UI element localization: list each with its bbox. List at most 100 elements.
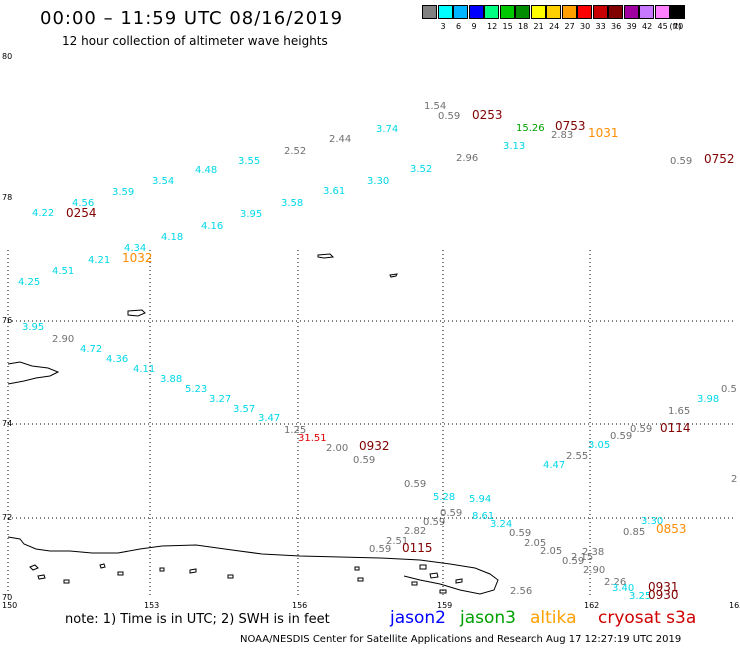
island-mid-west [127,309,146,317]
latitude-label: 74 [2,419,13,428]
wave-height-label: 0.59 [353,455,376,466]
longitude-label: 153 [144,601,160,610]
wave-height-label: 3.88 [160,374,183,385]
longitude-label: 165 [729,601,740,610]
wave-height-label: 0115 [402,541,433,555]
legend-swatch [546,5,561,19]
legend-label: 12 [487,22,498,31]
legend-swatch [468,5,484,19]
wave-height-label: 0.59 [440,508,463,519]
credit-line: NOAA/NESDIS Center for Satellite Applica… [240,634,682,645]
legend-swatch [654,5,670,19]
wave-height-label: 2.52 [284,146,307,157]
legend-label: 9 [471,22,477,31]
wave-height-label: 31.51 [298,433,327,444]
wave-height-label: 2.55 [566,451,589,462]
wave-height-label: 3.47 [258,413,281,424]
wave-height-label: 1032 [122,251,153,265]
wave-height-label: 2.96 [456,153,479,164]
legend-label: 36 [611,22,622,31]
wave-height-label: 2.82 [404,526,427,537]
wave-height-label: 4.36 [106,354,129,365]
legend-swatch [499,5,515,19]
wave-height-label: 2.83 [551,130,574,141]
coastline [7,253,499,595]
wave-height-label: 3.25 [629,591,652,602]
wave-height-label: 3.61 [323,186,346,197]
wave-height-label: 4.16 [201,221,224,232]
wave-height-label: 0753 [555,119,586,133]
coastline-south [7,536,499,595]
legend-swatch [515,5,530,19]
legend-swatch [530,5,546,19]
wave-height-label: 3.24 [490,519,513,530]
wave-height-label: 0752 [704,152,735,166]
wave-height-label: 2.05 [524,538,547,549]
wave-height-label: 0253 [472,108,503,122]
wave-height-label: 2.26 [604,577,627,588]
wave-height-label: 4.34 [124,243,147,254]
wave-height-label: 0.59 [369,544,392,555]
wave-height-label: 1031 [588,126,619,140]
wave-height-label: 4.51 [52,266,75,277]
wave-height-label: 3.13 [503,141,526,152]
wave-height-label: 0.59 [670,156,693,167]
wave-height-label: 0930 [648,588,679,602]
map-canvas [7,250,735,598]
legend-label: 27 [564,22,575,31]
latitude-label: 76 [2,316,13,325]
wave-height-label: 15.26 [516,123,545,134]
island-small [389,273,398,278]
wave-height-label: 4.18 [161,232,184,243]
island-north [317,253,335,259]
wave-height-label: 5.94 [469,494,492,505]
legend-label: 15 [502,22,513,31]
wave-height-label: 2.44 [329,134,352,145]
legend-label: 42 [642,22,653,31]
wave-height-label: 1.65 [668,406,691,417]
longitude-label: 150 [2,601,18,610]
satellite-name-cryosat-s3a: cryosat s3a [598,608,697,628]
legend-label: 6 [456,22,462,31]
wave-height-label: 0.59 [562,556,585,567]
wave-height-label: 4.21 [88,255,111,266]
longitude-label: 159 [437,601,453,610]
legend-swatch [453,5,468,19]
wave-height-label: 3.95 [240,209,263,220]
islands-south-2 [411,564,463,594]
wave-height-label: 3.40 [612,583,635,594]
wave-height-label: 4.48 [195,165,218,176]
satellite-name-jason2: jason2 [390,608,446,628]
wave-height-label: 0931 [648,580,679,594]
wave-height-label: 0.5 [721,384,737,395]
legend-label: 18 [518,22,529,31]
wave-height-label: 3.30 [367,176,390,187]
wave-height-label: 0.59 [438,111,461,122]
wave-height-label: 2.05 [540,546,563,557]
wave-height-label: 3.74 [376,124,399,135]
wave-height-label: 2.51 [386,536,409,547]
wave-height-label: 5.23 [185,384,208,395]
legend-label: 3 [440,22,446,31]
wave-height-label: 0932 [359,439,390,453]
wave-height-label: 0114 [660,421,691,435]
legend-label: 30 [580,22,591,31]
wave-height-label: 4.25 [18,277,41,288]
coastline-west [7,361,60,385]
wave-height-label: 0254 [66,206,97,220]
wave-height-label: 4.22 [32,208,55,219]
wave-height-label: 0.59 [610,431,633,442]
wave-height-label: 5.28 [433,492,456,503]
wave-height-label: 2.56 [510,586,533,597]
wave-height-label: 0853 [656,522,687,536]
map-subtitle: 12 hour collection of altimeter wave hei… [62,34,328,48]
legend-swatch [561,5,577,19]
wave-height-label: 3.30 [641,516,664,527]
wave-height-label: 3.57 [233,404,256,415]
wave-height-label: 3.59 [112,187,135,198]
wave-height-label: 3.95 [22,322,45,333]
latitude-label: 80 [2,52,13,61]
legend-label: 24 [549,22,560,31]
legend-label: 45 [657,22,668,31]
footnote: note: 1) Time is in UTC; 2) SWH is in fe… [65,612,330,627]
